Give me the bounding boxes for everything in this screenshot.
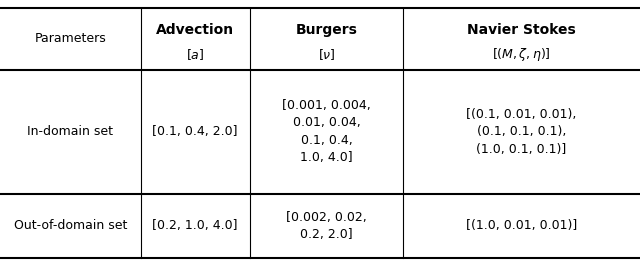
Text: $[(M, \zeta, \eta)]$: $[(M, \zeta, \eta)]$ — [492, 46, 551, 63]
Text: [0.001, 0.004,
0.01, 0.04,
0.1, 0.4,
1.0, 4.0]: [0.001, 0.004, 0.01, 0.04, 0.1, 0.4, 1.0… — [282, 99, 371, 164]
Text: $[\nu]$: $[\nu]$ — [317, 47, 335, 62]
Text: [(1.0, 0.01, 0.01)]: [(1.0, 0.01, 0.01)] — [466, 219, 577, 232]
Text: [0.2, 1.0, 4.0]: [0.2, 1.0, 4.0] — [152, 219, 238, 232]
Text: In-domain set: In-domain set — [28, 125, 113, 138]
Text: Parameters: Parameters — [35, 32, 106, 45]
Text: Advection: Advection — [156, 23, 234, 37]
Text: Navier Stokes: Navier Stokes — [467, 23, 576, 37]
Text: $[a]$: $[a]$ — [186, 47, 204, 62]
Text: [0.1, 0.4, 2.0]: [0.1, 0.4, 2.0] — [152, 125, 238, 138]
Text: Burgers: Burgers — [296, 23, 357, 37]
Text: [0.002, 0.02,
0.2, 2.0]: [0.002, 0.02, 0.2, 2.0] — [286, 211, 367, 241]
Text: [(0.1, 0.01, 0.01),
(0.1, 0.1, 0.1),
(1.0, 0.1, 0.1)]: [(0.1, 0.01, 0.01), (0.1, 0.1, 0.1), (1.… — [467, 108, 577, 156]
Text: Out-of-domain set: Out-of-domain set — [13, 219, 127, 232]
